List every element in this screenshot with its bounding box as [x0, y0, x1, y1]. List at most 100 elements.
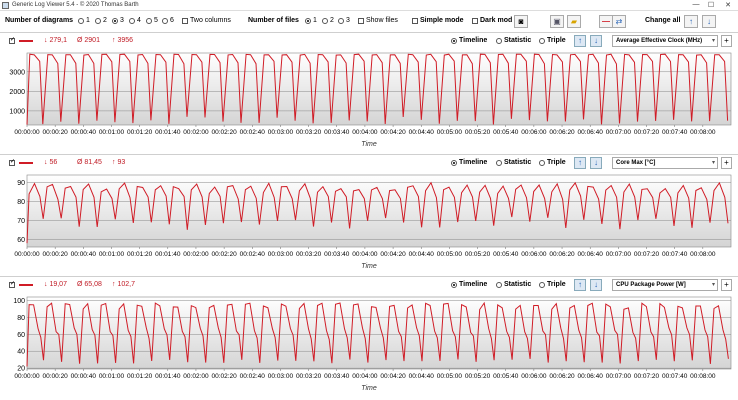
- two-columns-checkbox[interactable]: [182, 18, 188, 24]
- swap-icon[interactable]: ⇄: [612, 15, 626, 28]
- diagrams-option-2: 2: [103, 17, 107, 24]
- panel-visible-checkbox[interactable]: [9, 280, 15, 288]
- add-diagram-button[interactable]: +: [721, 279, 732, 291]
- simple-mode-checkbox[interactable]: [412, 18, 418, 24]
- timeline-label: Timeline: [459, 159, 488, 166]
- timeline-radio[interactable]: [451, 38, 457, 44]
- sensor-selected: Average Effective Clock (MHz): [616, 38, 703, 44]
- x-tick-label: 00:03:40: [324, 373, 350, 380]
- dark-mode-checkbox[interactable]: [472, 18, 478, 24]
- triple-label: Triple: [547, 159, 566, 166]
- arrow-up-all-icon[interactable]: ↑: [684, 15, 698, 28]
- statistic-radio[interactable]: [496, 160, 502, 166]
- stat-min: ↓ 19,07: [44, 281, 67, 288]
- sensor-dropdown[interactable]: Average Effective Clock (MHz) ▾: [612, 35, 718, 47]
- arrow-up-icon[interactable]: ↑: [574, 35, 586, 47]
- folder-icon[interactable]: ▰: [567, 15, 581, 28]
- files-option-3: 3: [346, 17, 350, 24]
- minimize-button[interactable]: —: [692, 1, 700, 8]
- x-tick-label: 00:07:40: [662, 251, 688, 258]
- sensor-dropdown[interactable]: Core Max [°C] ▾: [612, 157, 718, 169]
- statistic-radio[interactable]: [496, 38, 502, 44]
- triple-radio[interactable]: [539, 160, 545, 166]
- change-all-label: Change all: [645, 17, 681, 24]
- arrow-down-icon[interactable]: ↓: [590, 279, 602, 291]
- series-color-swatch[interactable]: [19, 162, 33, 164]
- files-radio-2[interactable]: [322, 18, 328, 24]
- diagram-panel-3: ↓ 19,07 Ø 65,08 ↑ 102,7 Timeline Statist…: [0, 276, 738, 398]
- arrow-up-icon[interactable]: ↑: [574, 279, 586, 291]
- diagrams-radio-5[interactable]: [146, 18, 152, 24]
- x-tick-label: 00:00:40: [71, 373, 97, 380]
- files-radio-3[interactable]: [338, 18, 344, 24]
- files-option-2: 2: [330, 17, 334, 24]
- show-files-checkbox[interactable]: [358, 18, 364, 24]
- x-tick-label: 00:04:00: [352, 251, 378, 258]
- add-diagram-button[interactable]: +: [721, 35, 732, 47]
- toolbar: Number of diagrams 1 2 3 4 5 6 Two colum…: [0, 11, 738, 32]
- diagrams-radio-1[interactable]: [78, 18, 84, 24]
- x-tick-label: 00:06:00: [521, 129, 547, 136]
- arrow-down-icon[interactable]: ↓: [590, 157, 602, 169]
- add-diagram-button[interactable]: +: [721, 157, 732, 169]
- diagrams-radio-3[interactable]: [112, 18, 118, 24]
- x-tick-label: 00:00:20: [43, 129, 69, 136]
- arrow-up-icon[interactable]: ↑: [574, 157, 586, 169]
- y-tick-label: 80: [17, 315, 25, 322]
- x-tick-label: 00:02:20: [211, 373, 237, 380]
- x-tick-label: 00:07:00: [606, 129, 632, 136]
- save-icon[interactable]: ▣: [550, 15, 564, 28]
- x-tick-label: 00:02:40: [240, 129, 266, 136]
- timeline-chart[interactable]: 60 70 80 90 00:00:00 00:00:20 00:00:40 00:01:00…: [0, 171, 738, 263]
- x-tick-label: 00:01:40: [155, 251, 181, 258]
- x-tick-label: 00:01:40: [155, 373, 181, 380]
- arrow-down-all-icon[interactable]: ↓: [702, 15, 716, 28]
- line-color-icon[interactable]: —: [599, 15, 613, 28]
- files-radio-1[interactable]: [305, 18, 311, 24]
- x-tick-label: 00:00:40: [71, 129, 97, 136]
- x-tick-label: 00:04:40: [409, 129, 435, 136]
- timeline-radio[interactable]: [451, 160, 457, 166]
- plot-area: [26, 174, 732, 248]
- x-tick-label: 00:02:00: [183, 373, 209, 380]
- panel-header: ↓ 19,07 Ø 65,08 ↑ 102,7 Timeline Statist…: [0, 277, 738, 293]
- x-tick-label: 00:00:00: [14, 129, 40, 136]
- x-tick-label: 00:04:40: [409, 251, 435, 258]
- sensor-dropdown[interactable]: CPU Package Power [W] ▾: [612, 279, 718, 291]
- x-tick-label: 00:03:20: [296, 373, 322, 380]
- arrow-down-icon[interactable]: ↓: [590, 35, 602, 47]
- statistic-radio[interactable]: [496, 282, 502, 288]
- maximize-button[interactable]: ☐: [707, 2, 715, 9]
- triple-radio[interactable]: [539, 282, 545, 288]
- triple-radio[interactable]: [539, 38, 545, 44]
- x-tick-label: 00:07:00: [606, 251, 632, 258]
- diagrams-radio-6[interactable]: [162, 18, 168, 24]
- x-tick-label: 00:01:20: [127, 129, 153, 136]
- diagrams-radio-4[interactable]: [129, 18, 135, 24]
- panel-header: ↓ 56 Ø 81,45 ↑ 93 Timeline Statistic Tri…: [0, 155, 738, 171]
- close-button[interactable]: ✕: [725, 2, 731, 9]
- camera-icon[interactable]: ◙: [514, 15, 528, 28]
- triple-label: Triple: [547, 37, 566, 44]
- timeline-radio[interactable]: [451, 282, 457, 288]
- x-tick-label: 00:05:40: [493, 373, 519, 380]
- files-option-1: 1: [313, 17, 317, 24]
- statistic-label: Statistic: [504, 37, 532, 44]
- panel-header: ↓ 279,1 Ø 2901 ↑ 3956 Timeline Statistic…: [0, 33, 738, 49]
- diagrams-radio-2[interactable]: [95, 18, 101, 24]
- x-tick-label: 00:06:20: [549, 373, 575, 380]
- stat-avg: Ø 81,45: [77, 159, 102, 166]
- files-label: Number of files: [248, 17, 299, 24]
- x-tick-label: 00:04:20: [380, 373, 406, 380]
- series-color-swatch[interactable]: [19, 284, 33, 286]
- panel-visible-checkbox[interactable]: [9, 36, 15, 44]
- x-tick-label: 00:07:20: [634, 251, 660, 258]
- stat-avg: Ø 2901: [77, 37, 100, 44]
- panel-visible-checkbox[interactable]: [9, 158, 15, 166]
- x-tick-label: 00:03:40: [324, 251, 350, 258]
- series-color-swatch[interactable]: [19, 40, 33, 42]
- plot-area: [26, 296, 732, 370]
- x-tick-label: 00:02:00: [183, 129, 209, 136]
